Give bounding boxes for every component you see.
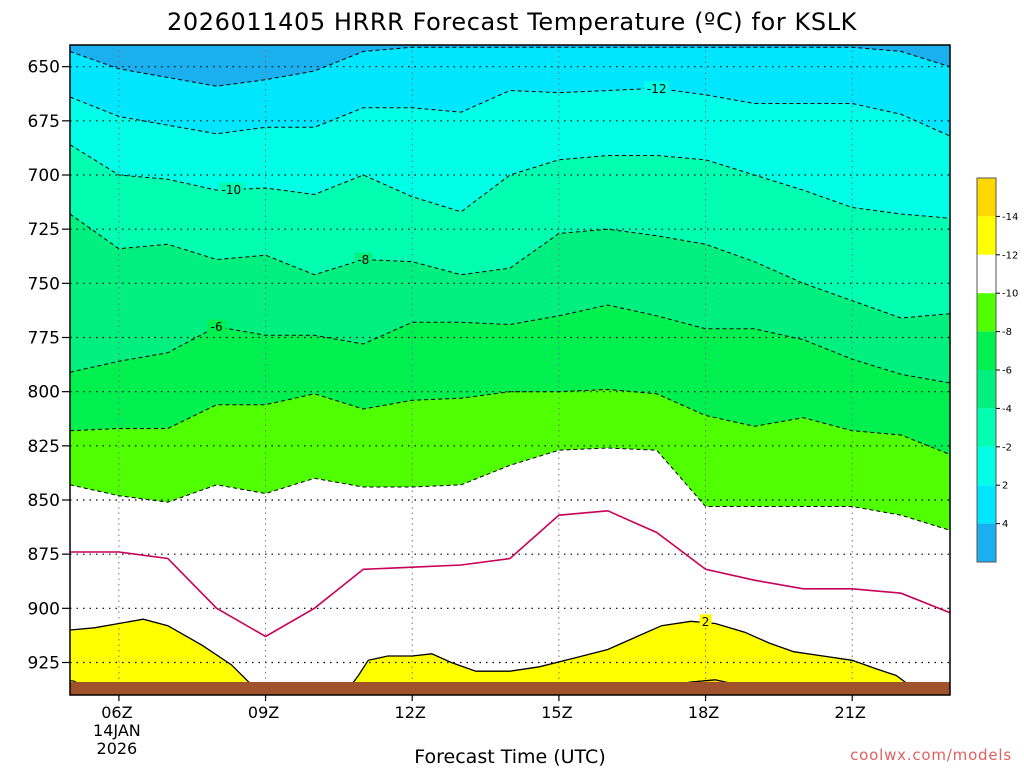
warm-area-fill	[343, 621, 911, 695]
plot-frame	[69, 44, 951, 696]
contour-label-bg	[218, 182, 244, 196]
y-tick-label: 775	[28, 329, 60, 349]
contour-label-bg	[644, 81, 670, 95]
colorbar-label: -2	[1002, 442, 1012, 453]
grid-lines	[70, 45, 950, 695]
contour-label: -10	[222, 183, 242, 197]
warm-area-line	[70, 618, 276, 695]
x-tick-label: 21Z	[835, 703, 866, 722]
temperature-fills	[70, 47, 950, 695]
colorbar-swatch	[977, 178, 996, 217]
colorbar: -14 -12 -10 -8 -6 -4 -2 2 4	[976, 177, 1018, 563]
contour-label-bg	[699, 614, 712, 628]
y-tick-label: 725	[28, 220, 60, 240]
contour-label: 2	[702, 615, 710, 629]
colorbar-swatch	[977, 408, 996, 447]
colorbar-label: -4	[1002, 404, 1012, 415]
y-tick-label: 850	[28, 491, 60, 511]
x-tick-label: 09Z	[248, 703, 279, 722]
isotherm-line	[70, 46, 950, 87]
colorbar-swatch	[977, 216, 996, 255]
freezing-line	[70, 509, 950, 638]
x-tick-sublabel: 2026	[97, 739, 138, 758]
warm-area-line	[343, 620, 912, 695]
colorbar-label: -10	[1002, 289, 1018, 300]
colorbar-label: -8	[1002, 327, 1012, 338]
y-tick-label: 700	[28, 166, 60, 186]
credit-text: coolwx.com/models	[850, 746, 1012, 764]
contour-label-bg	[354, 252, 373, 266]
y-tick-label: 750	[28, 274, 60, 294]
x-tick-label: 12Z	[395, 703, 426, 722]
colorbar-label: -14	[1002, 212, 1018, 223]
x-tick-label: 15Z	[541, 703, 572, 722]
contour-label-bg	[207, 319, 226, 333]
x-tick-label: 06Z	[101, 703, 132, 722]
colorbar-label: -6	[1002, 366, 1012, 377]
ground-surface	[70, 682, 950, 695]
isotherm-line	[70, 388, 950, 455]
y-tick-label: 825	[28, 437, 60, 457]
contour-label: -8	[357, 253, 369, 267]
contour-label: -12	[647, 82, 667, 96]
colorbar-label: -12	[1002, 250, 1018, 261]
y-tick-label: 800	[28, 383, 60, 403]
contour-label: -6	[211, 320, 223, 334]
warm-area-fill	[70, 619, 276, 695]
y-tick-label: 675	[28, 112, 60, 132]
isotherm-line	[70, 447, 950, 531]
colorbar-swatch	[977, 370, 996, 409]
x-tick-sublabel: 14JAN	[93, 721, 141, 740]
plot-area: -12 -10 -8 -6 2	[70, 45, 950, 695]
y-tick-label: 875	[28, 545, 60, 565]
y-tick-label: 900	[28, 599, 60, 619]
colorbar-swatch	[977, 331, 996, 370]
x-axis-label: Forecast Time (UTC)	[414, 746, 605, 768]
y-tick-label: 925	[28, 654, 60, 674]
freezing-level-line	[70, 509, 950, 638]
contour-labels: -12 -10 -8 -6 2	[207, 81, 712, 629]
colorbar-swatch	[977, 485, 996, 524]
colorbar-swatch	[977, 254, 996, 294]
y-tick-label: 650	[28, 58, 60, 78]
colorbar-label: 2	[1002, 481, 1008, 492]
x-tick-label: 18Z	[688, 703, 719, 722]
y-axis: 650 675 700 725 750 775 800 825 850 875 900 925	[28, 58, 70, 674]
colorbar-swatch	[977, 523, 996, 562]
isotherm-line	[70, 144, 950, 219]
colorbar-swatch	[977, 293, 996, 332]
colorbar-label: 4	[1002, 519, 1008, 530]
colorbar-swatch	[977, 446, 996, 486]
chart-title: 2026011405 HRRR Forecast Temperature (ºC…	[167, 8, 858, 36]
